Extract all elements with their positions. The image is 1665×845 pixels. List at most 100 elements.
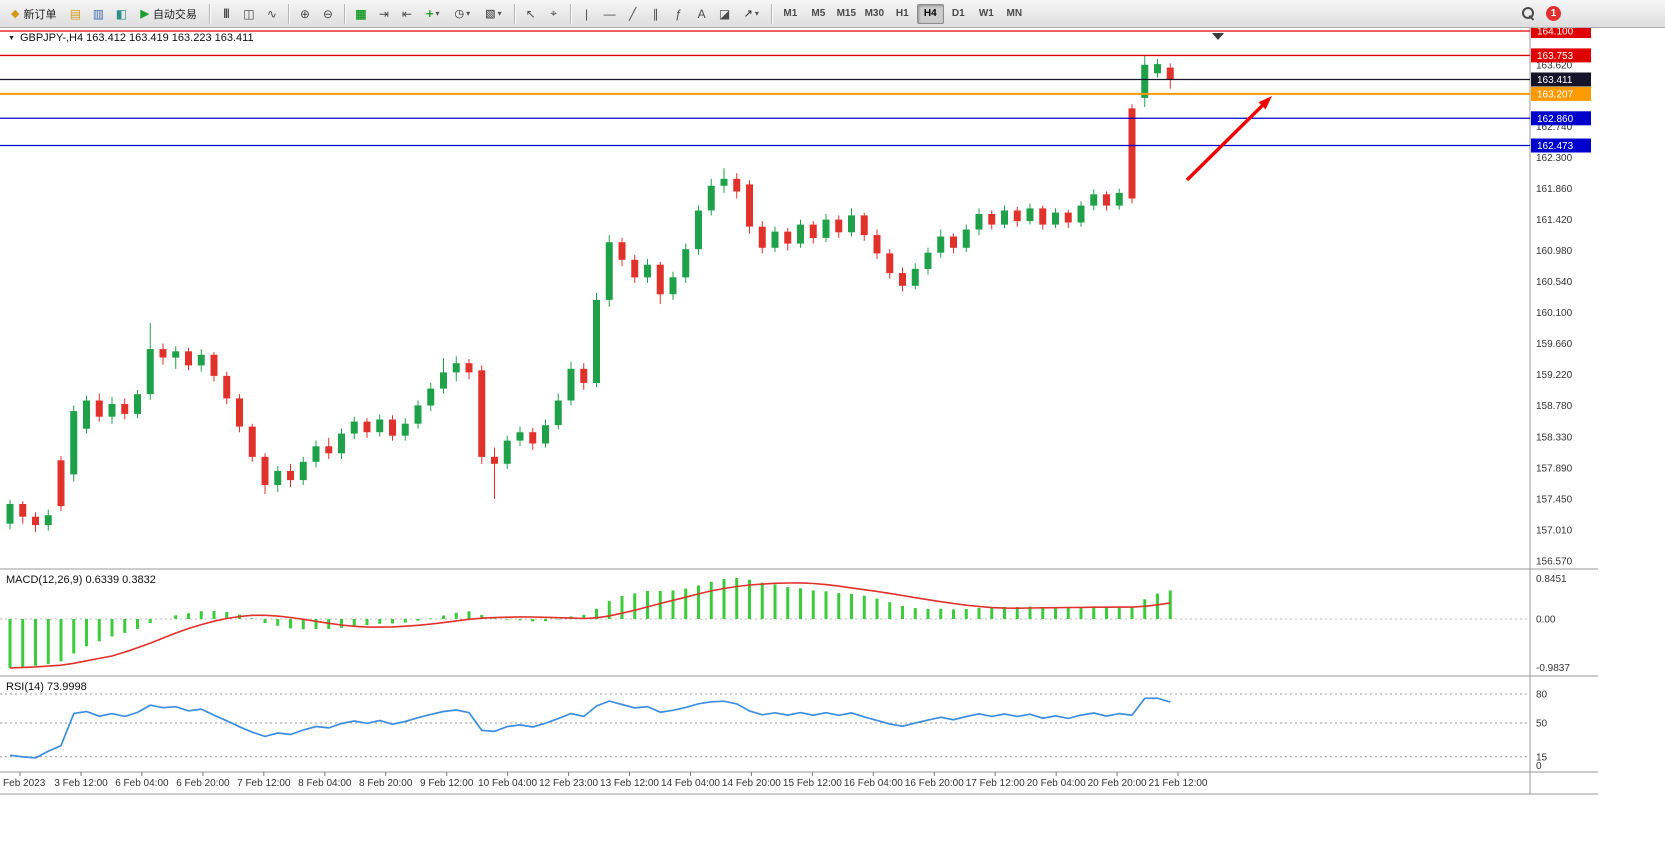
candle [1166,67,1174,80]
candles-layer [6,55,1174,533]
indicators-button[interactable]: + ▾ [419,3,447,25]
candle [465,363,473,373]
chart-shift-button[interactable]: ⇤ [396,3,418,25]
main-toolbar: ◆ 新订单 ▤ ▥ ◧ ▶ 自动交易 ||| ◫ ∿ ⊕ ⊖ ▦ ⇥ ⇤ + ▾… [0,0,1665,28]
candle [1052,212,1059,225]
tile-windows-icon: ▦ [355,6,367,21]
zoom-out-button[interactable]: ⊖ [317,3,339,25]
channel-icon: ∥ [652,6,659,21]
auto-scroll-button[interactable]: ⇥ [373,3,395,25]
cursor-tool-button[interactable]: ↖ [520,3,542,25]
zoom-out-icon: ⊖ [322,6,333,21]
svg-text:-0.9837: -0.9837 [1536,663,1570,674]
text-label-tool-button[interactable]: ◪ [714,3,736,25]
candle [185,351,192,366]
date-label: 8 Feb 04:00 [298,778,352,789]
date-label: 14 Feb 20:00 [722,778,781,789]
time-axis[interactable]: 2 Feb 2023 3 Feb 12:00 6 Feb 04:00 6 Feb 20… [0,772,1208,789]
templates-button[interactable]: ▧ ▾ [478,3,508,25]
candle [835,219,843,233]
svg-text:162.473: 162.473 [1537,141,1574,152]
price-axis-label: 158.330 [1536,433,1573,444]
time-axis-drag-area[interactable] [0,773,1530,793]
navigator-button[interactable]: ◧ [110,3,132,25]
price-flag: 162.860 [1531,111,1591,126]
crosshair-icon: ⌖ [550,6,557,20]
crosshair-tool-button[interactable]: ⌖ [543,3,565,25]
candle [950,236,957,248]
candle [1064,212,1072,223]
candle [720,178,728,186]
candle [134,394,141,414]
candle [1001,210,1008,225]
indicators-icon: + [425,6,434,21]
candle [1077,205,1085,223]
horizontal-line-icon: — [603,6,616,21]
bar-chart-button[interactable]: ||| [215,3,237,25]
vertical-line-tool-button[interactable]: | [576,3,598,25]
panel-borders [0,28,1598,795]
one-click-trading-toggle-icon[interactable]: ▼ [8,34,15,42]
fibonacci-tool-button[interactable]: ƒ [668,3,690,25]
date-label: 14 Feb 04:00 [661,778,720,789]
candle [988,214,996,225]
tile-windows-button[interactable]: ▦ [350,3,372,25]
candle [108,404,116,417]
candle [210,354,218,376]
timeframe-m30-button[interactable]: M30 [864,8,885,19]
arrows-tool-button[interactable]: ↗ ▾ [737,3,766,25]
date-label: 8 Feb 20:00 [359,778,413,789]
line-chart-icon: ∿ [266,6,277,21]
price-axis-label: 157.450 [1536,495,1573,506]
chevron-down-icon: ▾ [497,9,502,18]
date-label: 3 Feb 12:00 [54,778,108,789]
trendline-tool-button[interactable]: ╱ [622,3,644,25]
market-watch-button[interactable]: ▤ [64,3,86,25]
timeframe-d1-button[interactable]: D1 [951,8,965,19]
channel-tool-button[interactable]: ∥ [645,3,667,25]
date-label: 2 Feb 2023 [0,778,46,789]
line-chart-button[interactable]: ∿ [261,3,283,25]
date-label: 16 Feb 20:00 [905,778,964,789]
date-label: 9 Feb 12:00 [420,778,474,789]
notification-badge[interactable]: 1 [1546,6,1561,21]
candle [312,446,320,462]
annotation-arrow[interactable] [1185,96,1272,182]
candle [70,411,78,475]
timeframe-m15-button[interactable]: M15 [836,8,857,19]
candle [886,253,894,274]
candle [529,432,537,444]
text-tool-button[interactable]: A [691,3,713,25]
toolbar-separator [208,3,210,24]
candle [299,461,307,481]
horizontal-line-tool-button[interactable]: — [599,3,621,25]
candle [197,354,205,366]
periods-clock-icon: ◷ [454,8,465,20]
timeframe-m1-button[interactable]: M1 [783,8,798,19]
timeframe-w1-button[interactable]: W1 [978,8,994,19]
new-order-button[interactable]: ◆ 新订单 [4,3,63,25]
price-axis-label: 162.740 [1536,122,1573,133]
price-axis-drag-area[interactable] [1530,28,1598,772]
search-icon[interactable] [1521,6,1536,21]
candle [503,440,511,464]
data-window-button[interactable]: ▥ [87,3,109,25]
timeframe-h4-button[interactable]: H4 [916,3,944,24]
candle [975,214,983,230]
timeframe-mn-button[interactable]: MN [1006,8,1023,19]
candlestick-chart-button[interactable]: ◫ [238,3,260,25]
timeframe-m5-button[interactable]: M5 [811,8,826,19]
candle [452,363,460,373]
toolbar-separator [569,3,571,24]
macd-indicator-label: MACD(12,26,9) 0.6339 0.3832 [6,574,156,586]
new-order-label: 新订单 [23,8,57,21]
candle [733,178,741,192]
candle [287,470,294,481]
autotrading-button[interactable]: ▶ 自动交易 [133,3,203,25]
timeframe-h1-button[interactable]: H1 [895,8,909,19]
zoom-in-button[interactable]: ⊕ [294,3,316,25]
chart-shift-marker-icon[interactable] [1212,33,1224,40]
periods-button[interactable]: ◷ ▾ [448,3,478,25]
svg-text:0: 0 [1536,761,1542,772]
